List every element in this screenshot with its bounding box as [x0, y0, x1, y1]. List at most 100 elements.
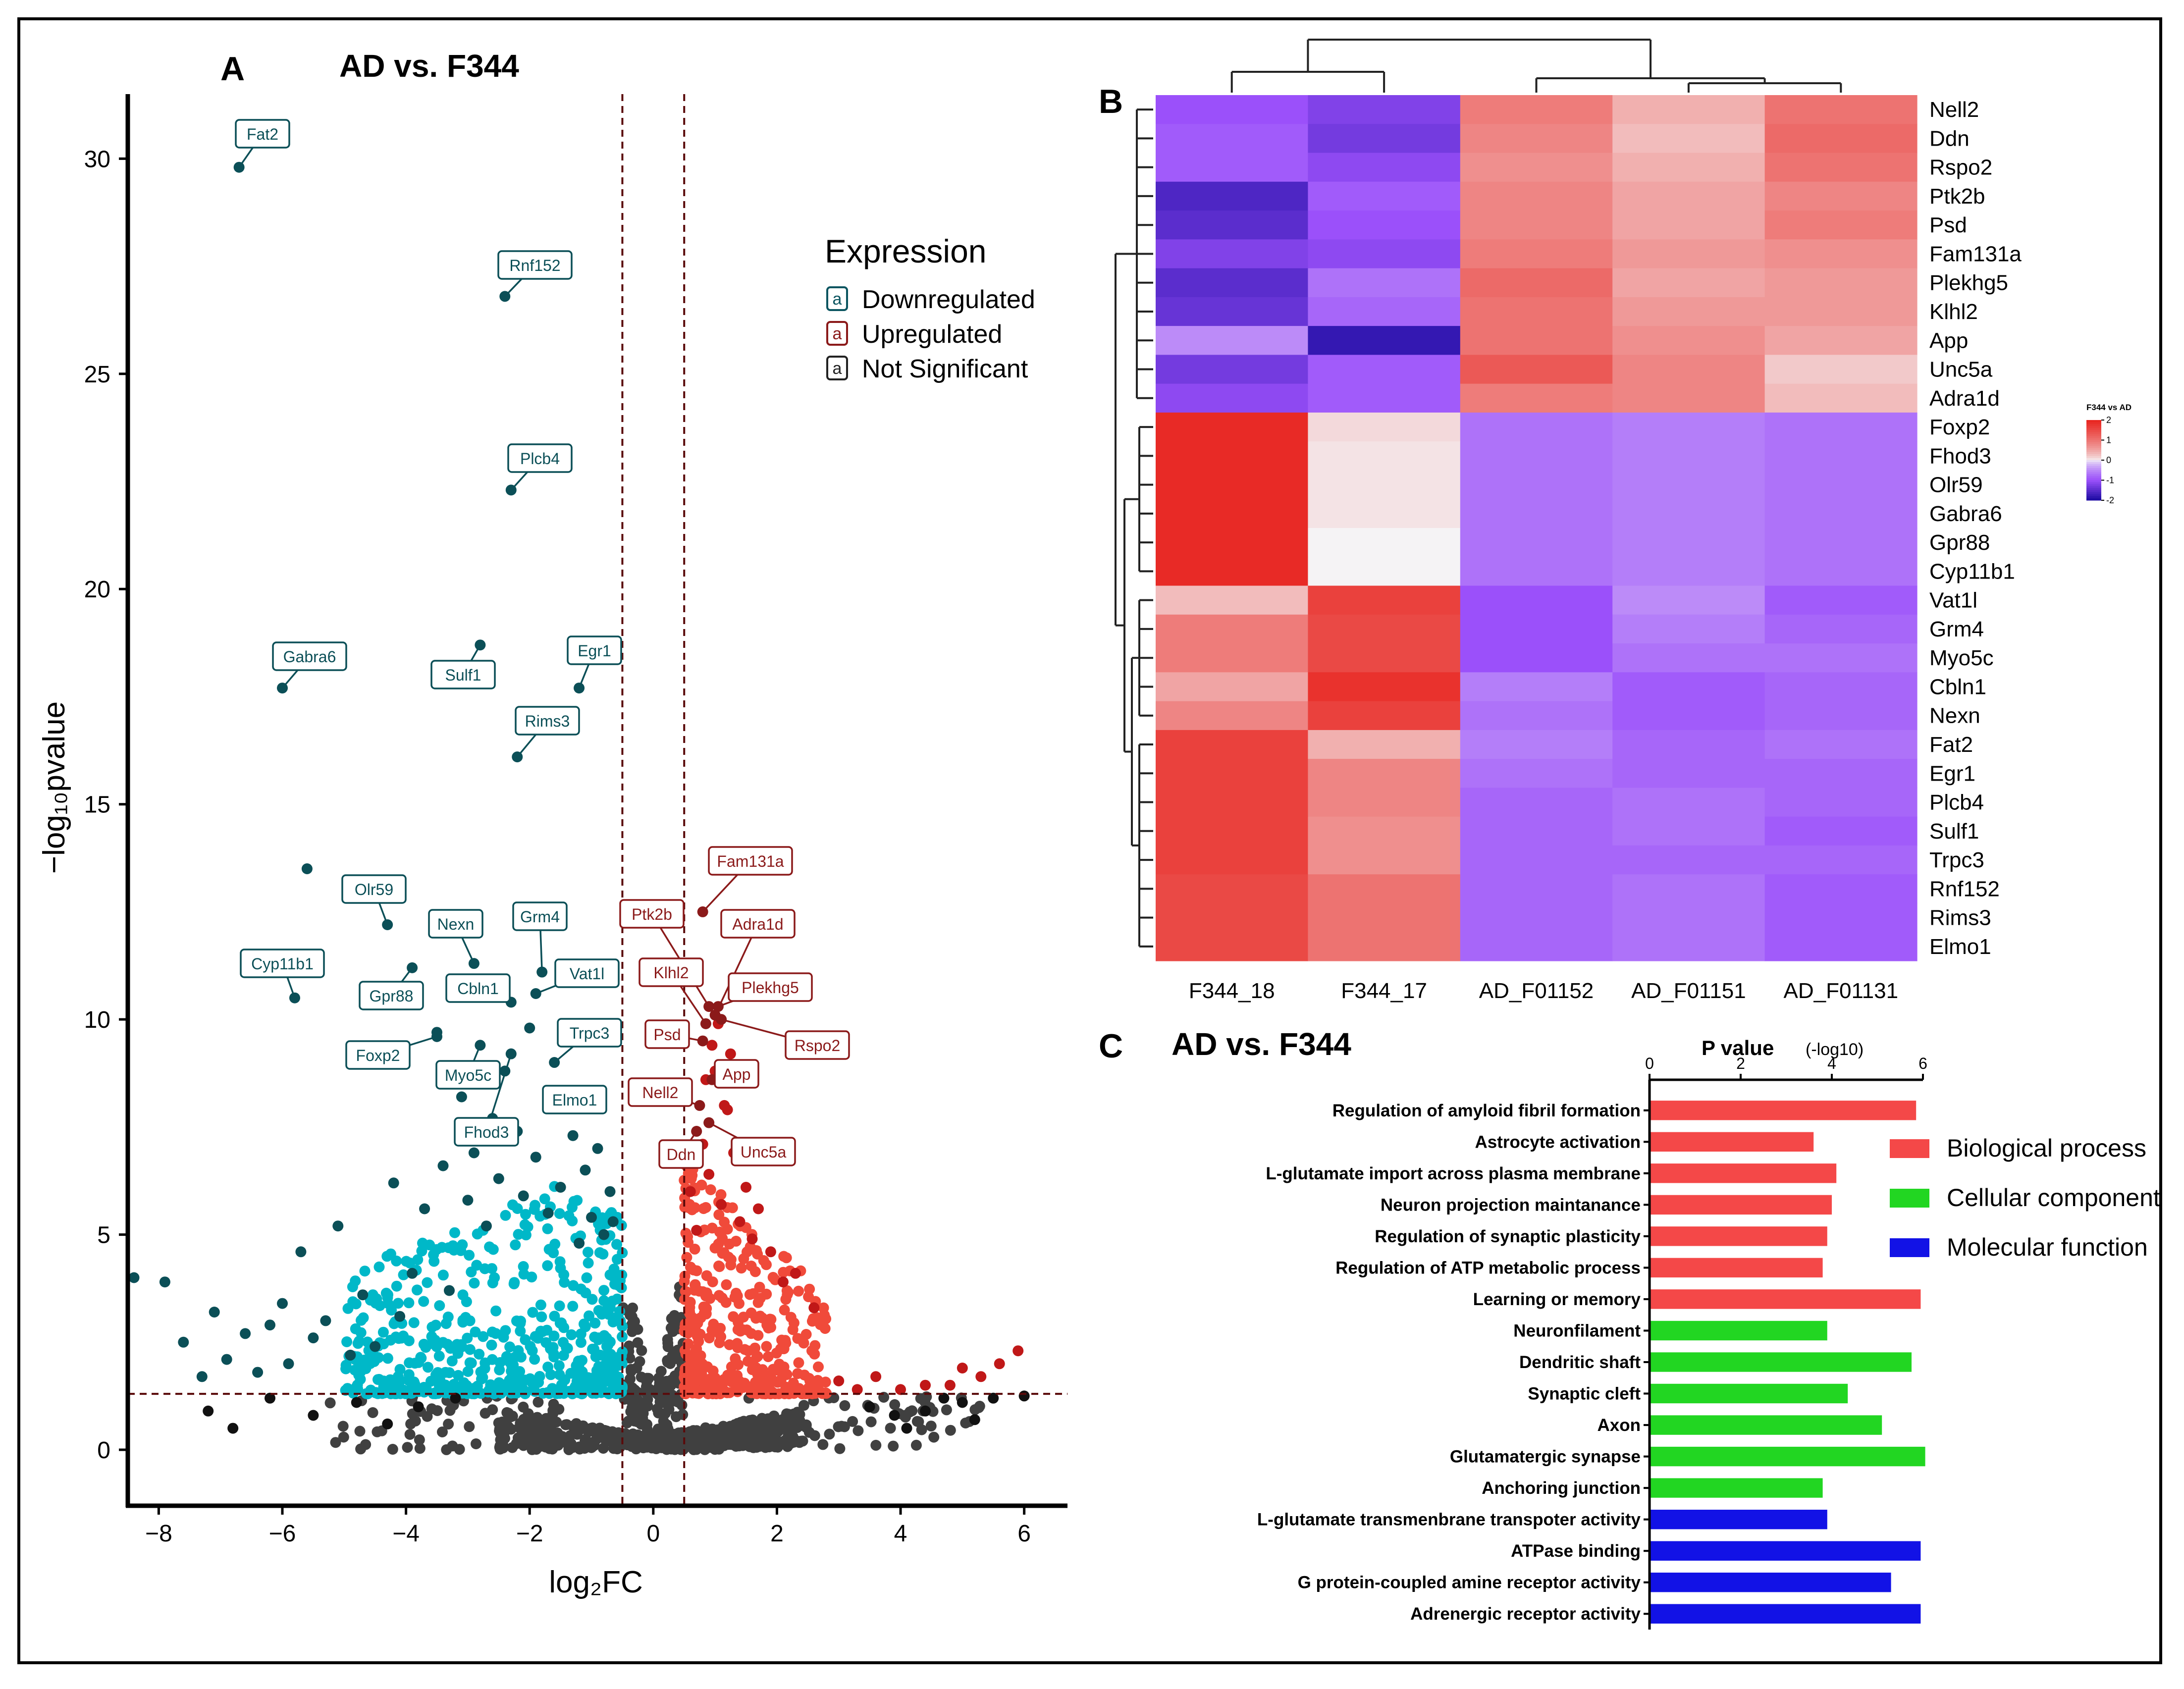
- volcano-point-ns: [889, 1410, 900, 1421]
- go-term-label: L-glutamate import across plasma membran…: [1266, 1164, 1641, 1183]
- volcano-point-down: [209, 1307, 220, 1318]
- heatmap-legend-swatch: [2086, 488, 2101, 491]
- volcano-point-ns: [870, 1439, 882, 1451]
- volcano-point-ns: [889, 1399, 901, 1410]
- heatmap-cell: [1460, 903, 1613, 933]
- go-bar: [1650, 1573, 1891, 1592]
- volcano-point-down: [391, 1255, 402, 1267]
- volcano-point-ns: [779, 1423, 791, 1434]
- volcano-y-tick-label: 0: [97, 1437, 110, 1464]
- volcano-point-down: [530, 1152, 541, 1163]
- heatmap-cell: [1156, 412, 1308, 442]
- volcano-point-up: [719, 1100, 730, 1111]
- volcano-point-ns: [464, 1421, 475, 1432]
- volcano-point-down: [408, 1317, 420, 1328]
- volcano-point-ns: [938, 1392, 950, 1404]
- legend-item-not-significant: a Not Significant: [826, 355, 1028, 383]
- heatmap-cell: [1612, 528, 1765, 557]
- volcano-point-down: [440, 1367, 451, 1378]
- volcano-point-up: [793, 1357, 804, 1369]
- heatmap-row-label: Gabra6: [1929, 502, 2002, 526]
- heatmap-legend-swatch: [2086, 478, 2101, 481]
- volcano-point-up: [792, 1368, 803, 1379]
- volcano-point-down: [403, 1297, 415, 1309]
- labeled-point: [512, 751, 523, 763]
- volcano-point-down: [426, 1338, 438, 1349]
- volcano-point-ns: [700, 1427, 712, 1438]
- volcano-point-down: [605, 1386, 616, 1397]
- volcano-point-down: [377, 1326, 389, 1338]
- volcano-point-ns: [784, 1436, 795, 1448]
- heatmap-cell: [1460, 643, 1613, 673]
- volcano-point-down: [504, 1341, 516, 1353]
- heatmap-cell: [1764, 672, 1918, 702]
- gene-label-box: [720, 909, 796, 939]
- volcano-point-down: [581, 1272, 592, 1283]
- volcano-point-up: [975, 1371, 987, 1382]
- heatmap-legend-swatch: [2086, 490, 2101, 493]
- volcano-point-up: [685, 1262, 696, 1273]
- volcano-point-ns: [865, 1416, 877, 1427]
- volcano-point-ns: [916, 1424, 927, 1435]
- volcano-point-down: [240, 1328, 251, 1339]
- volcano-point-ns: [521, 1414, 533, 1425]
- heatmap-cell: [1764, 903, 1918, 933]
- volcano-point-up: [732, 1342, 744, 1353]
- gene-label: Vat1l: [570, 965, 605, 983]
- heatmap-row-label: Sulf1: [1929, 819, 1979, 844]
- volcano-gene-labels: Fat2 Rnf152 Plcb4 Gabra6 Sulf1 Egr1 Rims3 Olr59…: [233, 119, 850, 1169]
- heatmap-cell: [1460, 355, 1613, 384]
- volcano-point-ns: [901, 1423, 912, 1434]
- volcano-point-down: [345, 1349, 356, 1361]
- heatmap-legend-swatch: [2086, 442, 2101, 445]
- volcano-point-down: [456, 1091, 467, 1103]
- volcano-point-down: [403, 1335, 415, 1346]
- heatmap-cell: [1612, 932, 1765, 961]
- volcano-point-down: [476, 1373, 487, 1385]
- volcano-point-down: [478, 1331, 489, 1342]
- volcano-point-down: [358, 1312, 369, 1323]
- gene-label-box: [731, 1137, 796, 1166]
- heatmap-cell: [1308, 932, 1461, 961]
- volcano-point-ns: [402, 1442, 413, 1453]
- heatmap-cell: [1764, 211, 1918, 240]
- volcano-point-ns: [662, 1430, 674, 1441]
- volcano-point-ns: [487, 1404, 498, 1416]
- heatmap-cell: [1612, 614, 1765, 644]
- volcano-point-ns: [518, 1401, 529, 1413]
- heatmap-cell: [1612, 845, 1765, 875]
- volcano-point-down: [159, 1276, 170, 1288]
- volcano-point-ns: [791, 1418, 802, 1429]
- volcano-point-down: [462, 1195, 474, 1206]
- volcano-point-up: [800, 1329, 812, 1340]
- go-term-label: G protein-coupled amine receptor activit…: [1298, 1573, 1641, 1592]
- volcano-point-down: [508, 1360, 519, 1371]
- volcano-point-ns: [927, 1406, 939, 1417]
- heatmap-cell: [1612, 239, 1765, 269]
- heatmap-cell: [1460, 845, 1613, 875]
- volcano-point-down: [556, 1379, 567, 1390]
- volcano-point-up: [790, 1267, 801, 1279]
- gene-label: Fhod3: [464, 1123, 509, 1141]
- volcano-point-ns: [798, 1400, 809, 1411]
- go-x-tick-label: 2: [1736, 1055, 1745, 1072]
- go-term-label: Axon: [1598, 1416, 1641, 1435]
- heatmap-cell: [1764, 499, 1918, 528]
- gene-label-connector: [714, 923, 759, 1016]
- legend-item-upregulated: a Upregulated: [826, 320, 1002, 349]
- volcano-point-ns: [928, 1431, 940, 1443]
- volcano-point-down: [446, 1355, 458, 1367]
- volcano-point-down: [527, 1307, 538, 1318]
- heatmap-cell: [1460, 759, 1613, 788]
- volcano-point-down: [407, 1267, 418, 1279]
- volcano-point-ns: [574, 1441, 585, 1453]
- volcano-point-up: [713, 1209, 725, 1220]
- heatmap-row-label: Vat1l: [1929, 588, 1977, 613]
- volcano-point-down: [575, 1328, 586, 1340]
- heatmap-row-label: Fam131a: [1929, 242, 2022, 266]
- heatmap-cell: [1308, 239, 1461, 269]
- volcano-point-down: [440, 1318, 452, 1329]
- heatmap-column-label: AD_F01131: [1784, 979, 1899, 1003]
- volcano-point-ns: [203, 1405, 214, 1417]
- go-bars: [1650, 1101, 1925, 1624]
